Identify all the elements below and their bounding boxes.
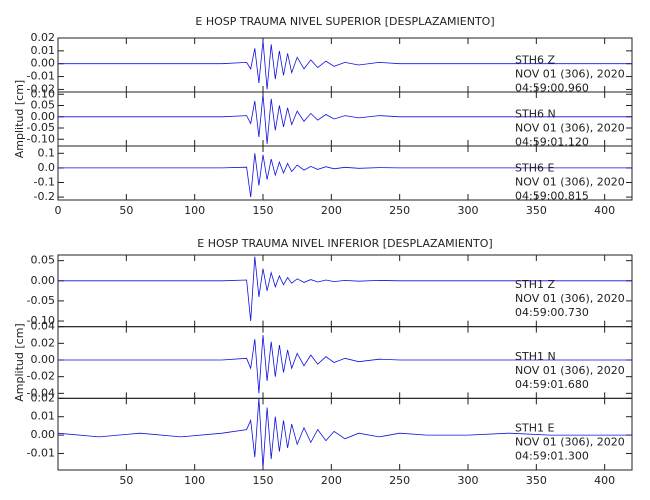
y-tick-label: 0.0: [38, 161, 56, 174]
panel-frame: [57, 397, 633, 471]
date-label: NOV 01 (306), 2020: [515, 292, 625, 305]
x-tick-label: 50: [119, 204, 133, 217]
waveform: [58, 256, 632, 322]
date-label: NOV 01 (306), 2020: [515, 122, 625, 135]
y-tick-label: 0.05: [31, 254, 56, 267]
station-label: STH6 N: [515, 108, 556, 121]
date-label: NOV 01 (306), 2020: [515, 435, 625, 448]
y-axis-label: Amplitud [cm]: [13, 323, 26, 401]
x-tick-label: 250: [389, 474, 410, 487]
y-tick-label: 0.10: [31, 87, 56, 100]
waveform: [58, 153, 632, 198]
y-tick-label: -0.05: [27, 294, 55, 307]
y-tick-label: 0.04: [31, 320, 56, 333]
y-tick-label: -0.1: [34, 175, 55, 188]
x-tick-label: 50: [119, 474, 133, 487]
waveform: [57, 398, 632, 469]
y-tick-label: -0.2: [34, 190, 55, 203]
x-tick-label: 0: [55, 204, 62, 217]
date-label: NOV 01 (306), 2020: [515, 176, 625, 189]
time-label: 04:59:00.815: [515, 190, 589, 203]
chart-title: E HOSP TRAUMA NIVEL SUPERIOR [DESPLAZAMI…: [195, 15, 494, 28]
y-tick-label: 0.00: [31, 353, 56, 366]
y-tick-label: 0.05: [31, 99, 56, 112]
y-tick-label: 0.00: [31, 274, 56, 287]
y-tick-label: -0.02: [27, 370, 55, 383]
time-label: 04:59:01.680: [515, 378, 589, 391]
y-tick-label: 0.00: [31, 428, 56, 441]
time-label: 04:59:01.120: [515, 136, 589, 149]
x-tick-label: 350: [526, 474, 547, 487]
time-label: 04:59:00.960: [515, 82, 589, 95]
y-tick-label: 0.01: [31, 410, 56, 423]
waveform: [58, 334, 632, 394]
date-label: NOV 01 (306), 2020: [515, 68, 625, 81]
y-tick-label: 0.00: [31, 57, 56, 70]
y-tick-label: -0.10: [27, 314, 55, 327]
date-label: NOV 01 (306), 2020: [515, 364, 625, 377]
station-label: STH1 E: [515, 421, 554, 434]
x-tick-label: 200: [321, 474, 342, 487]
x-tick-label: 200: [321, 204, 342, 217]
x-tick-label: 100: [184, 474, 205, 487]
x-tick-label: 150: [253, 474, 274, 487]
waveform: [58, 94, 632, 144]
y-tick-label: 0.02: [31, 391, 56, 404]
y-tick-label: 0.01: [31, 44, 56, 57]
station-label: STH6 E: [515, 162, 554, 175]
y-axis-label: Amplitud [cm]: [13, 80, 26, 158]
time-label: 04:59:01.300: [515, 449, 589, 462]
station-label: STH1 Z: [515, 278, 555, 291]
y-tick-label: -0.01: [27, 70, 55, 83]
y-tick-label: -0.04: [27, 386, 55, 399]
y-tick-label: -0.02: [27, 82, 55, 95]
chart-title: E HOSP TRAUMA NIVEL INFERIOR [DESPLAZAMI…: [197, 237, 492, 250]
y-tick-label: 0.02: [31, 31, 56, 44]
x-tick-label: 300: [458, 204, 479, 217]
y-tick-label: 0.00: [31, 110, 56, 123]
time-label: 04:59:00.730: [515, 306, 589, 319]
x-tick-label: 350: [526, 204, 547, 217]
y-tick-label: 0.1: [38, 146, 56, 159]
x-tick-label: 400: [594, 474, 615, 487]
y-tick-label: -0.05: [27, 121, 55, 134]
y-tick-label: 0.02: [31, 336, 56, 349]
station-label: STH6 Z: [515, 54, 555, 67]
x-tick-label: 250: [389, 204, 410, 217]
x-tick-label: 400: [594, 204, 615, 217]
x-tick-label: 100: [184, 204, 205, 217]
y-tick-label: -0.01: [27, 446, 55, 459]
panel-frame: [57, 145, 633, 201]
x-tick-label: 150: [253, 204, 274, 217]
station-label: STH1 N: [515, 350, 556, 363]
waveform: [58, 40, 632, 90]
x-tick-label: 300: [458, 474, 479, 487]
y-tick-label: -0.10: [27, 132, 55, 145]
